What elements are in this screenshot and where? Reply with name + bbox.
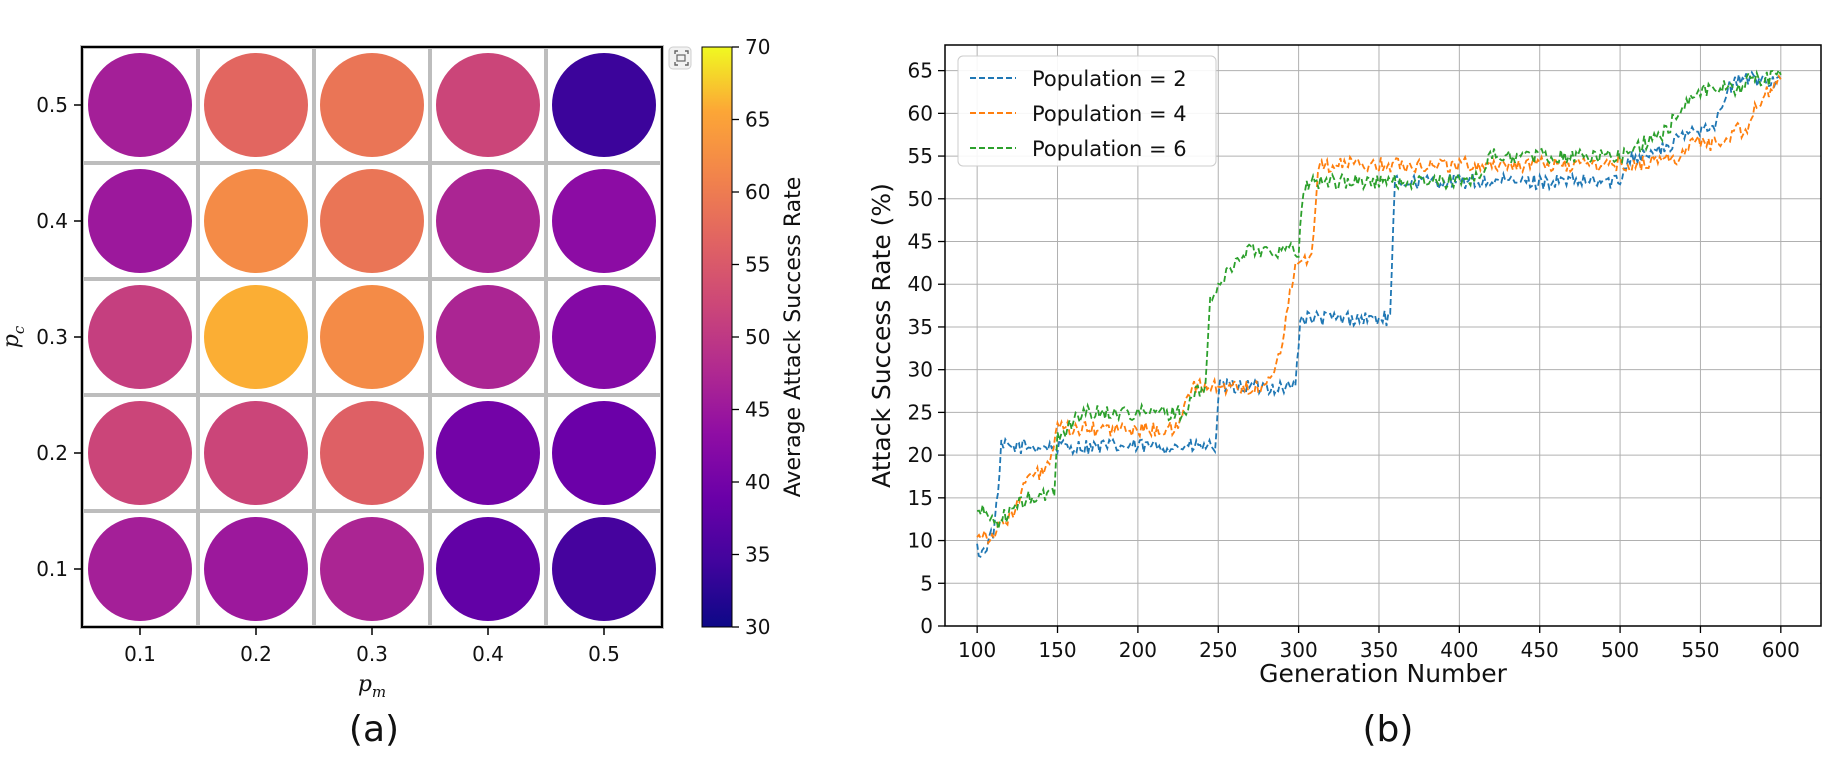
- x-tick-label: 450: [1521, 638, 1559, 662]
- series-line-1: [976, 70, 1782, 559]
- x-tick-label: 0.2: [240, 642, 272, 666]
- y-tick-label: 15: [908, 486, 933, 510]
- heatmap-circle: [320, 401, 424, 505]
- y-tick-label: 45: [908, 230, 933, 254]
- colorbar-tick-label: 50: [745, 325, 770, 349]
- y-tick-label: 50: [908, 187, 933, 211]
- y-tick-label: 30: [908, 358, 933, 382]
- line-chart-legend: Population = 2 Population = 4 Population =…: [957, 55, 1217, 167]
- line-chart-gridlines: [945, 45, 1821, 627]
- series-line-3: [976, 67, 1782, 530]
- heatmap-circle: [204, 401, 308, 505]
- heatmap-circle: [436, 53, 540, 157]
- x-tick-label: 0.1: [124, 642, 156, 666]
- line-chart-series: [976, 67, 1782, 559]
- x-tick-label: 200: [1119, 638, 1157, 662]
- heatmap-x-axis-label: pm: [358, 672, 386, 701]
- heatmap-x-ticks: 0.1 0.2 0.3 0.4 0.5: [124, 627, 620, 666]
- heatmap-circle: [204, 285, 308, 389]
- heatmap-circle: [88, 517, 192, 621]
- colorbar-label: Average Attack Success Rate: [781, 177, 806, 498]
- colorbar-ticks: 30 35 40 45 50 55 60 65 70: [732, 35, 770, 639]
- heatmap-circle: [436, 169, 540, 273]
- legend-label: Population = 2: [1032, 67, 1187, 91]
- line-chart-x-ticks: 100 150 200 250 300 350 400 450 500 550 600: [958, 626, 1800, 662]
- colorbar-tick-label: 70: [745, 35, 770, 59]
- heatmap-circle: [88, 285, 192, 389]
- heatmap-circle: [320, 517, 424, 621]
- colorbar-tick-label: 45: [745, 398, 770, 422]
- x-tick-label: 0.4: [472, 642, 504, 666]
- x-tick-label: 550: [1681, 638, 1719, 662]
- heatmap-circle: [88, 401, 192, 505]
- colorbar-gradient: [701, 46, 733, 628]
- heatmap-circle: [204, 53, 308, 157]
- heatmap-circle: [320, 53, 424, 157]
- heatmap-circle: [320, 169, 424, 273]
- y-tick-label: 20: [908, 443, 933, 467]
- legend-label: Population = 6: [1032, 137, 1187, 161]
- x-tick-label: 150: [1038, 638, 1076, 662]
- screenshot-icon[interactable]: [668, 46, 692, 70]
- panel-label-b: (b): [1363, 709, 1414, 750]
- line-chart-frame: [944, 44, 1822, 627]
- y-tick-label: 10: [908, 529, 933, 553]
- colorbar-tick-label: 40: [745, 470, 770, 494]
- x-tick-label: 100: [958, 638, 996, 662]
- series-line-2: [976, 74, 1782, 545]
- line-chart-y-axis-label: Attack Success Rate (%): [867, 183, 896, 488]
- x-tick-label: 300: [1280, 638, 1318, 662]
- y-tick-label: 0.4: [36, 209, 68, 233]
- y-tick-label: 25: [908, 400, 933, 424]
- heatmap-y-ticks: 0.1 0.2 0.3 0.4 0.5: [36, 93, 82, 581]
- heatmap-panel: 0.1 0.2 0.3 0.4 0.5 0.1 0.2 0.3 0.4 0.5 pm pc: [0, 35, 806, 750]
- heatmap-circle: [320, 285, 424, 389]
- heatmap-circle: [204, 517, 308, 621]
- colorbar-tick-label: 30: [745, 615, 770, 639]
- heatmap-circle: [436, 285, 540, 389]
- x-tick-label: 0.3: [356, 642, 388, 666]
- y-tick-label: 5: [920, 571, 933, 595]
- y-tick-label: 35: [908, 315, 933, 339]
- colorbar-tick-label: 65: [745, 108, 770, 132]
- x-tick-label: 600: [1762, 638, 1800, 662]
- colorbar-tick-label: 55: [745, 253, 770, 277]
- heatmap-circle: [436, 401, 540, 505]
- y-tick-label: 0.3: [36, 325, 68, 349]
- colorbar: 30 35 40 45 50 55 60 65 70 Average Attack Succes…: [701, 35, 806, 639]
- y-tick-label: 0.1: [36, 557, 68, 581]
- legend-label: Population = 4: [1032, 102, 1187, 126]
- colorbar-tick-label: 60: [745, 180, 770, 204]
- x-tick-label: 350: [1360, 638, 1398, 662]
- heatmap-circle: [552, 517, 656, 621]
- heatmap-circle: [552, 169, 656, 273]
- line-chart-panel: 100 150 200 250 300 350 400 450 500 550 600 0 5 10 15…: [867, 44, 1822, 750]
- heatmap-circle: [204, 169, 308, 273]
- heatmap-circle: [552, 53, 656, 157]
- line-chart-x-axis-label: Generation Number: [1259, 659, 1508, 688]
- line-chart-y-ticks: 0 5 10 15 20 25 30 35 40 45 50 55 60 65: [908, 59, 945, 638]
- y-tick-label: 0: [920, 614, 933, 638]
- x-tick-label: 400: [1440, 638, 1478, 662]
- y-tick-label: 60: [908, 101, 933, 125]
- heatmap-circle: [436, 517, 540, 621]
- colorbar-tick-label: 35: [745, 543, 770, 567]
- heatmap-circle: [88, 53, 192, 157]
- x-tick-label: 500: [1601, 638, 1639, 662]
- legend-box: [957, 55, 1217, 167]
- y-tick-label: 55: [908, 144, 933, 168]
- y-tick-label: 0.2: [36, 441, 68, 465]
- y-tick-label: 65: [908, 59, 933, 83]
- y-tick-label: 40: [908, 272, 933, 296]
- heatmap-circle: [88, 169, 192, 273]
- heatmap-grid: [80, 45, 664, 629]
- x-tick-label: 0.5: [588, 642, 620, 666]
- heatmap-circle: [552, 401, 656, 505]
- panel-label-a: (a): [349, 709, 399, 750]
- y-tick-label: 0.5: [36, 93, 68, 117]
- x-tick-label: 250: [1199, 638, 1237, 662]
- heatmap-y-axis-label: pc: [0, 325, 28, 348]
- heatmap-circle: [552, 285, 656, 389]
